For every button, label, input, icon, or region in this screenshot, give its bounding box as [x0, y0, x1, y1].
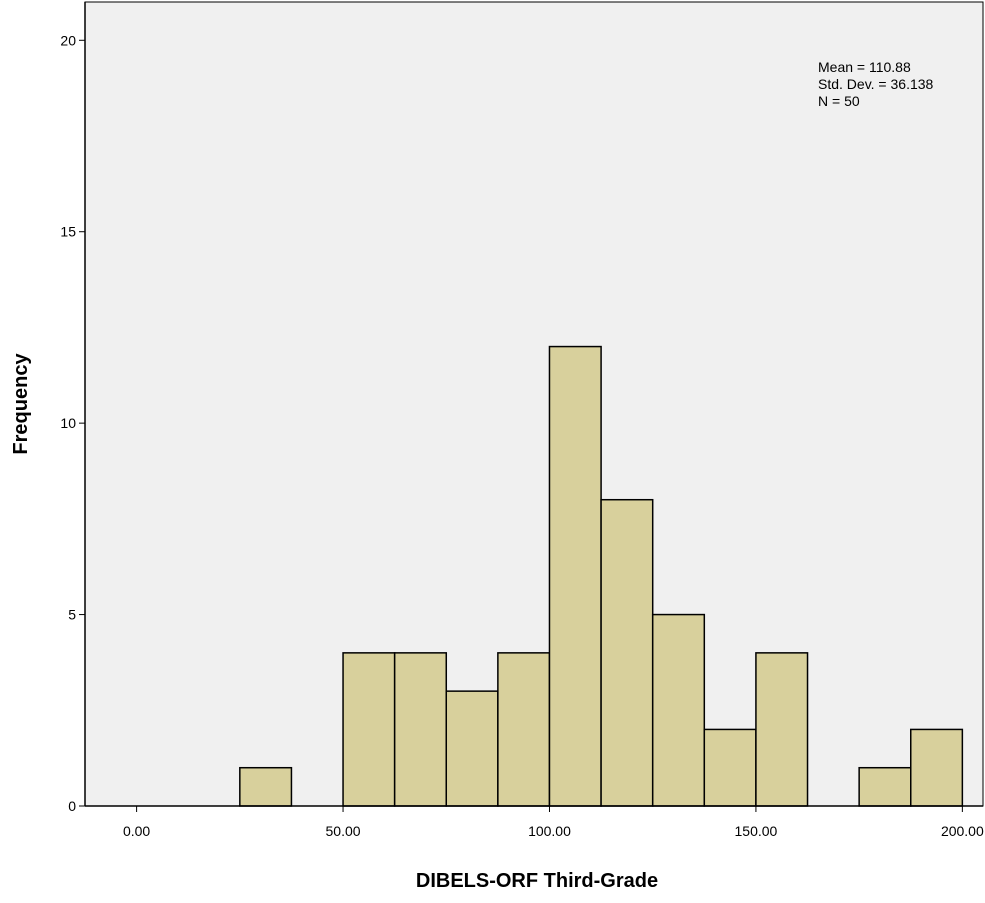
stats-std-dev: Std. Dev. = 36.138 — [818, 76, 934, 92]
x-tick-label: 200.00 — [941, 823, 984, 839]
stats-box: Mean = 110.88 Std. Dev. = 36.138 N = 50 — [818, 59, 934, 109]
stats-n: N = 50 — [818, 93, 860, 109]
histogram-bar — [910, 728, 964, 807]
stats-mean: Mean = 110.88 — [818, 59, 911, 75]
y-axis-title: Frequency — [10, 353, 32, 455]
histogram-bar — [342, 652, 396, 807]
bars-layer — [239, 345, 964, 807]
y-tick-label: 5 — [68, 607, 76, 623]
y-tick-label: 10 — [60, 415, 76, 431]
histogram-bar — [600, 498, 654, 807]
histogram-bar — [497, 652, 551, 807]
histogram-bar — [755, 652, 809, 807]
x-axis-title: DIBELS-ORF Third-Grade — [416, 870, 658, 892]
histogram-bar — [548, 345, 602, 807]
histogram-bar — [703, 728, 757, 807]
x-tick-label: 150.00 — [735, 823, 778, 839]
histogram-bar — [393, 652, 448, 807]
y-tick-label: 0 — [68, 798, 76, 814]
x-tick-label: 0.00 — [123, 823, 150, 839]
x-tick-label: 50.00 — [326, 823, 361, 839]
histogram-bar — [239, 766, 293, 807]
axes-layer — [79, 2, 983, 812]
histogram-bar — [445, 690, 499, 807]
histogram-bar — [858, 766, 912, 807]
x-tick-label: 100.00 — [528, 823, 571, 839]
y-tick-label: 15 — [60, 224, 76, 240]
y-tick-label: 20 — [60, 32, 76, 48]
histogram-bar — [651, 613, 706, 807]
